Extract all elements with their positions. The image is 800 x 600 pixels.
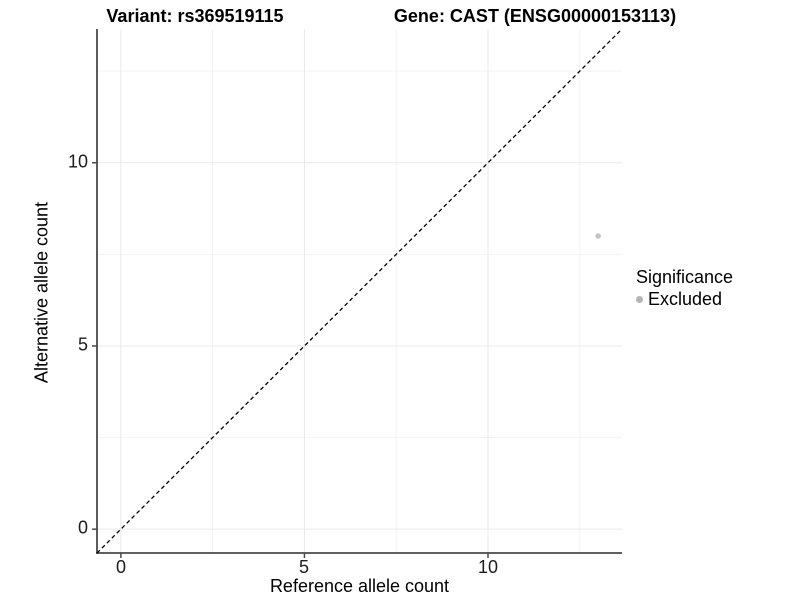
- legend-item-label: Excluded: [648, 289, 723, 309]
- legend: Significance Excluded: [636, 266, 733, 310]
- plot-title-variant: Variant: rs369519115: [106, 6, 284, 26]
- identity-dashed-line: [96, 28, 623, 554]
- x-tick-label-0: 0: [115, 557, 127, 577]
- y-tick-label-0: 0: [77, 517, 88, 538]
- y-tick-label-10: 10: [67, 151, 88, 172]
- y-tick-label-5: 5: [77, 334, 88, 355]
- plot-title-gene: Gene: CAST (ENSG00000153113): [393, 6, 677, 26]
- data-point: [595, 233, 601, 239]
- y-axis-title: Alternative allele count: [31, 201, 52, 384]
- x-axis-title: Reference allele count: [269, 576, 450, 596]
- legend-title: Significance: [636, 267, 734, 287]
- legend-item-excluded: Excluded: [636, 288, 733, 310]
- x-tick-label-10: 10: [477, 557, 499, 577]
- legend-point-icon: [636, 295, 643, 303]
- x-tick-label-5: 5: [298, 557, 310, 577]
